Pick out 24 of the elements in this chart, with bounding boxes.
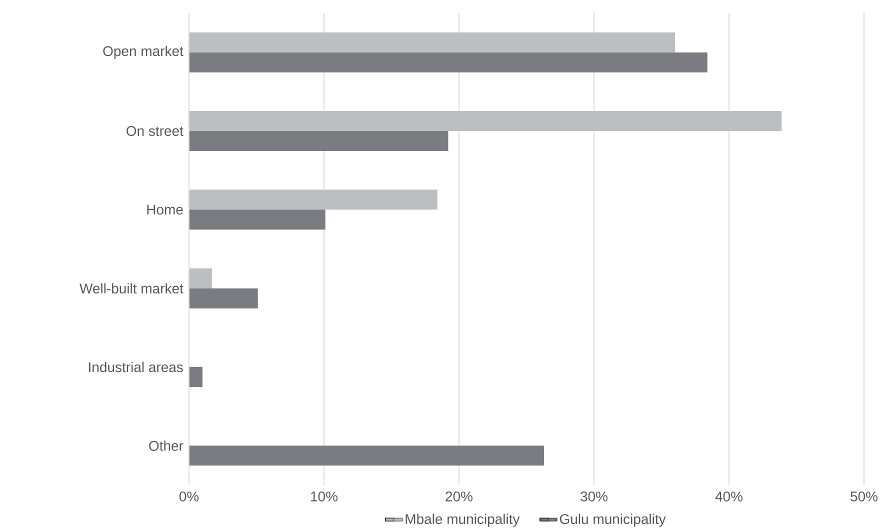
bar [189, 32, 675, 52]
x-tick-label: 30% [580, 492, 608, 502]
x-tick-label: 20% [446, 492, 473, 502]
legend-label: Mbale municipality [406, 514, 520, 527]
x-tick-label: 50% [850, 492, 878, 502]
bar [189, 111, 782, 132]
x-tick-label: 10% [311, 492, 338, 502]
bar [189, 446, 544, 466]
y-tick-label: Other [149, 440, 184, 451]
y-tick-label: Open market [103, 46, 184, 59]
legend-label: Gulu municipality [560, 514, 666, 527]
bar [189, 210, 326, 230]
bar [189, 268, 212, 288]
y-tick-label: Industrial areas [89, 362, 183, 372]
bar [189, 131, 448, 152]
y-tick-label: Well-built market [80, 283, 184, 294]
bar [189, 52, 708, 72]
bar [189, 190, 438, 210]
bar [189, 367, 203, 388]
x-tick-label: 40% [715, 492, 743, 502]
x-tick-label: 0% [179, 492, 199, 502]
y-tick-label: On street [126, 126, 184, 136]
y-tick-label: Home [147, 204, 183, 215]
bar [189, 288, 258, 308]
